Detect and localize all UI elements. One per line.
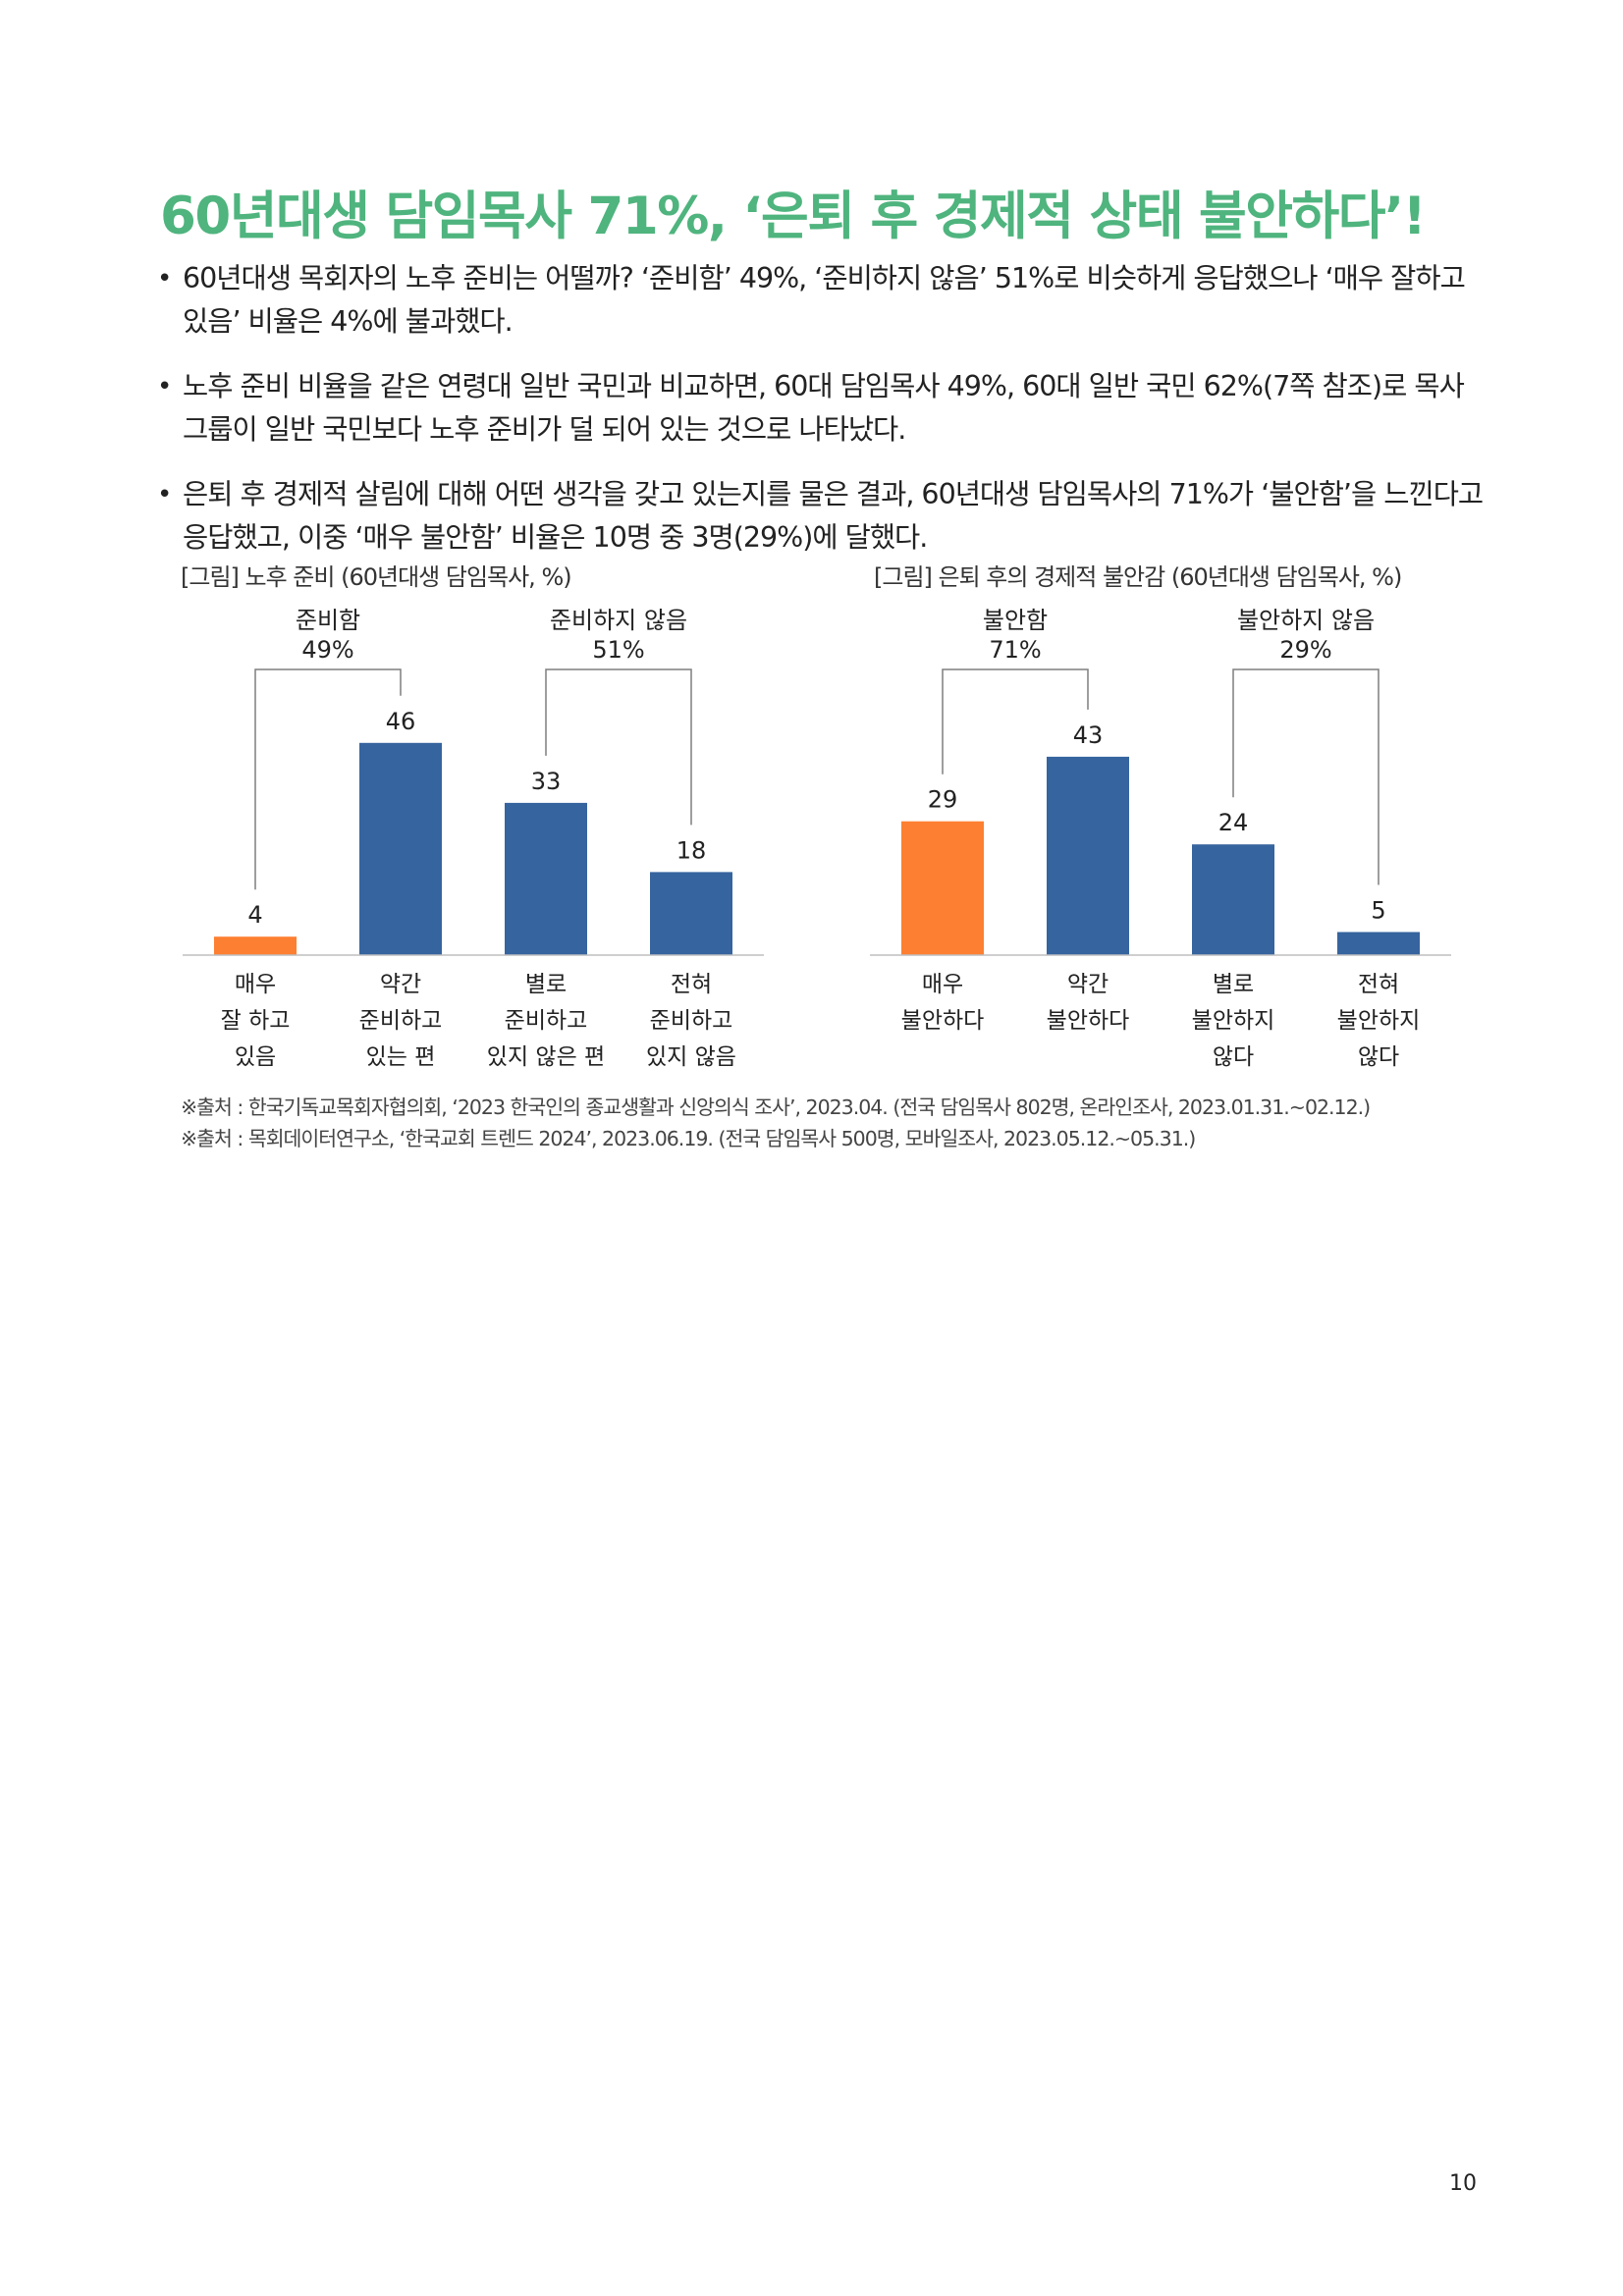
category-label: 약간 (1067, 972, 1109, 997)
bar (1192, 844, 1274, 955)
category-label: 않다 (1358, 1044, 1399, 1070)
category-label: 있지 않은 편 (487, 1044, 605, 1070)
data-label: 43 (1073, 721, 1104, 749)
bullet-item: 노후 준비 비율을 같은 연령대 일반 국민과 비교하면, 60대 담임목사 4… (157, 365, 1492, 452)
source-line: ※출처 : 한국기독교목회자협의회, ‘2023 한국인의 종교생활과 신앙의식… (181, 1095, 1371, 1119)
category-label: 불안하다 (901, 1008, 985, 1034)
data-label: 18 (676, 836, 707, 864)
group-percent: 51% (592, 636, 644, 664)
bar (359, 742, 442, 955)
group-label: 준비하지 않음 (550, 607, 687, 634)
category-label: 불안하지 (1192, 1008, 1275, 1034)
category-label: 매우 (922, 972, 963, 997)
bar (505, 802, 587, 955)
data-label: 4 (247, 901, 262, 929)
group-bracket (545, 668, 692, 826)
source-line: ※출처 : 목회데이터연구소, ‘한국교회 트렌드 2024’, 2023.06… (181, 1127, 1196, 1150)
bullet-item: 60년대생 목회자의 노후 준비는 어떨까? ‘준비함’ 49%, ‘준비하지 … (157, 257, 1492, 344)
bar (650, 872, 732, 955)
category-label: 준비하고 (359, 1008, 443, 1034)
category-label: 있는 편 (366, 1044, 436, 1070)
bar (901, 821, 984, 955)
category-label: 있음 (235, 1044, 276, 1070)
category-label: 불안하다 (1047, 1008, 1130, 1034)
category-label: 잘 하고 (221, 1008, 291, 1034)
category-label: 준비하고 (505, 1008, 588, 1034)
category-label: 약간 (380, 972, 421, 997)
group-percent: 71% (989, 636, 1041, 664)
category-label: 별로 (525, 972, 567, 997)
group-percent: 29% (1279, 636, 1331, 664)
page-number: 10 (1449, 2171, 1477, 2196)
page-title: 60년대생 담임목사 71%, ‘은퇴 후 경제적 상태 불안하다’! (160, 187, 1427, 246)
summary-bullets: 60년대생 목회자의 노후 준비는 어떨까? ‘준비함’ 49%, ‘준비하지 … (157, 257, 1492, 581)
chart-title-retirement-prep: [그림] 노후 준비 (60년대생 담임목사, %) (181, 563, 572, 591)
category-label: 전혀 (671, 972, 712, 997)
data-label: 46 (386, 708, 416, 735)
category-label: 않다 (1213, 1044, 1254, 1070)
chart-title-economic-anxiety: [그림] 은퇴 후의 경제적 불안감 (60년대생 담임목사, %) (874, 563, 1402, 591)
group-bracket (1232, 668, 1380, 885)
bullet-item: 은퇴 후 경제적 살림에 대해 어떤 생각을 갖고 있는지를 물은 결과, 60… (157, 473, 1492, 560)
group-label: 준비함 (296, 607, 360, 634)
group-label: 불안하지 않음 (1237, 607, 1375, 634)
bar (214, 936, 297, 955)
category-label: 전혀 (1358, 972, 1399, 997)
data-label: 29 (928, 786, 958, 814)
group-bracket (942, 668, 1089, 774)
category-label: 있지 않음 (646, 1044, 736, 1070)
category-label: 별로 (1213, 972, 1254, 997)
sources: ※출처 : 한국기독교목회자협의회, ‘2023 한국인의 종교생활과 신앙의식… (181, 1092, 1487, 1154)
category-label: 준비하고 (650, 1008, 733, 1034)
data-label: 5 (1371, 897, 1385, 925)
data-label: 24 (1218, 809, 1249, 836)
bar (1047, 756, 1129, 955)
group-percent: 49% (301, 636, 353, 664)
category-label: 불안하지 (1337, 1008, 1421, 1034)
category-label: 매우 (235, 972, 276, 997)
data-label: 33 (531, 768, 562, 795)
group-label: 불안함 (983, 607, 1048, 634)
bar (1337, 932, 1420, 955)
group-bracket (254, 668, 402, 890)
